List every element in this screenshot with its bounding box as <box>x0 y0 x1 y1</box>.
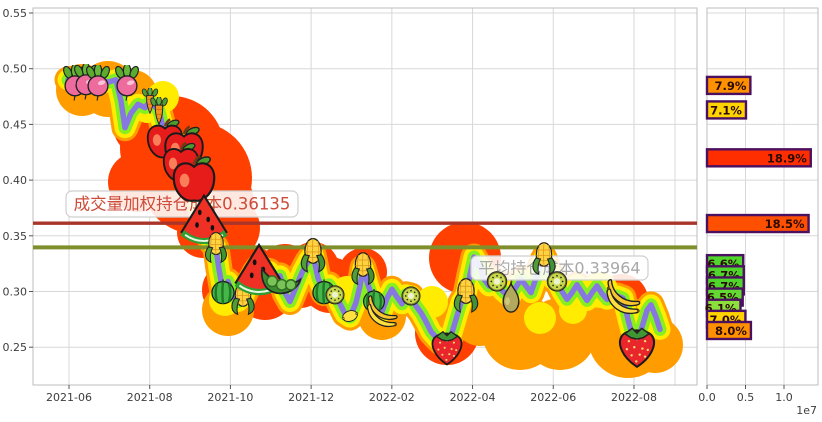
volume-bar <box>705 148 812 168</box>
volume-bar-label: 8.0% <box>715 324 747 338</box>
volume-panel-border <box>706 7 819 386</box>
volume-bar <box>705 75 752 96</box>
axis-tick-label: 0.50 <box>3 63 28 76</box>
avg-cost-label-text: 平均持仓成本0.33964 <box>478 259 640 278</box>
marker-kiwi-icon <box>486 271 508 292</box>
volume-profile-bars: 7.9%7.1%18.9%18.5%6.6%6.7%6.7%6.5%6.1%7.… <box>705 75 812 341</box>
axis-tick-label: 0.55 <box>3 7 28 20</box>
volume-bar-label: 7.1% <box>710 103 742 117</box>
axis-tick-label: 1.0 <box>775 391 793 404</box>
marker-kiwi-icon <box>546 271 568 292</box>
axis-tick-label: 2021-06 <box>46 391 92 404</box>
volume-bar <box>705 213 810 234</box>
axis-tick-label: 2021-12 <box>288 391 334 404</box>
volume-bar-label: 18.9% <box>767 151 807 165</box>
axis-tick-label: 0.5 <box>737 391 755 404</box>
volume-bar-label: 7.9% <box>714 79 746 93</box>
axis-tick-labels: 0.55 0.50 0.45 0.40 0.35 0.30 0.25 2021-06 2021-… <box>3 7 818 417</box>
avg-cost-label: 平均持仓成本0.33964 <box>470 255 649 281</box>
volume-bar-label: 18.5% <box>765 217 805 231</box>
axis-tick-label: 0.45 <box>3 118 28 131</box>
vwap-label-text: 成交量加权持仓成本0.36135 <box>74 195 291 214</box>
axis-tick-label: 0.25 <box>3 341 28 354</box>
marker-kiwi-icon <box>325 285 345 305</box>
axis-tick-label: 2021-08 <box>127 391 173 404</box>
axis-tick-label: 0.0 <box>698 391 716 404</box>
main-plot-border <box>32 7 698 386</box>
axis-tick-label: 1e7 <box>796 404 817 417</box>
axis-tick-label: 0.30 <box>3 286 28 299</box>
axis-tick-label: 2022-04 <box>450 391 496 404</box>
marker-kiwi-icon <box>401 286 421 306</box>
axis-tick-label: 2022-02 <box>369 391 415 404</box>
axis-tick-label: 0.40 <box>3 174 28 187</box>
axis-tick-label: 0.35 <box>3 230 28 243</box>
volume-bar <box>705 100 748 120</box>
axis-tick-label: 2021-10 <box>207 391 253 404</box>
axis-tick-label: 2022-06 <box>530 391 576 404</box>
volume-bar <box>705 320 753 341</box>
axis-tick-label: 2022-08 <box>611 391 657 404</box>
axis-ticks <box>29 12 785 389</box>
vwap-label: 成交量加权持仓成本0.36135 <box>65 190 299 218</box>
